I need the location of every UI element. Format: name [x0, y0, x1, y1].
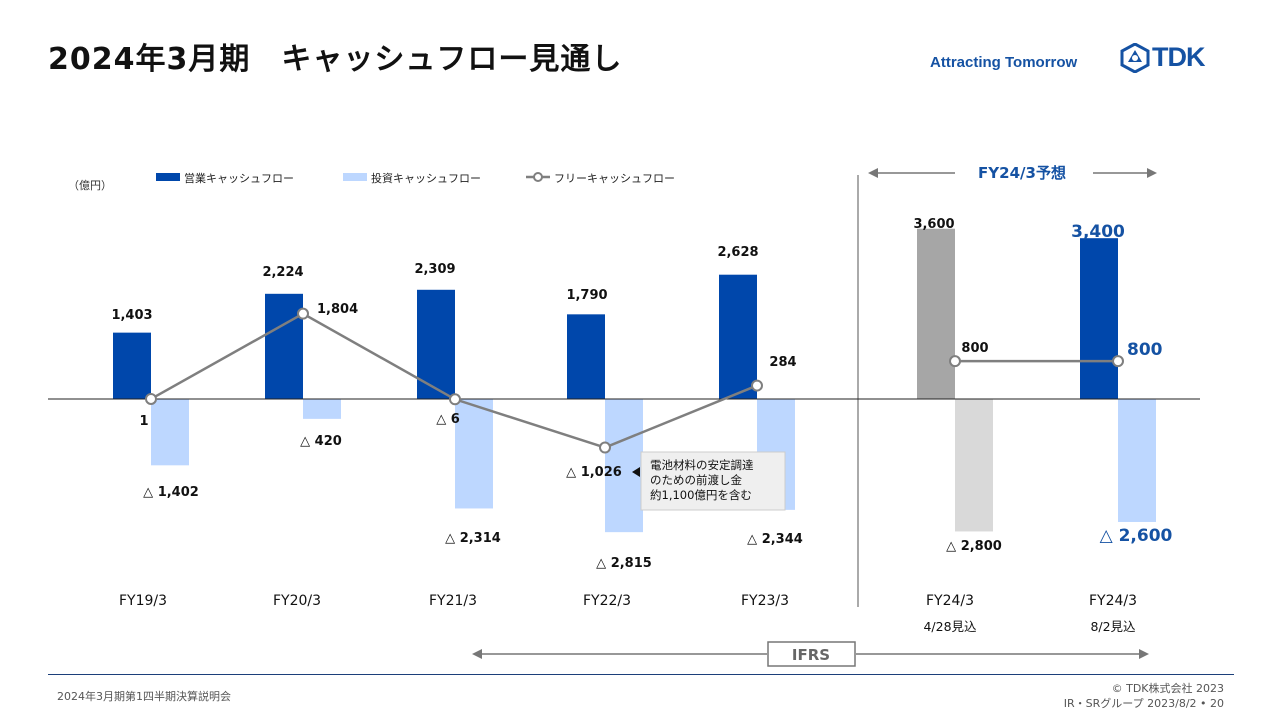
ifrs-label: IFRS: [792, 646, 830, 664]
annotation-text: のための前渡し金: [650, 473, 742, 487]
free-cf-label: 800: [1127, 340, 1163, 360]
page-title: 2024年3月期 キャッシュフロー見通し: [48, 42, 623, 77]
cash-flow-chart: （億円） 営業キャッシュフロー 投資キャッシュフロー フリーキャッシュフロー FY24/…: [48, 164, 1200, 667]
category-label: FY24/3: [926, 593, 974, 609]
tdk-emblem-icon: [1120, 42, 1150, 73]
legend-label: フリーキャッシュフロー: [554, 172, 675, 185]
operating-label: 1,790: [566, 288, 607, 303]
forecast-header: FY24/3予想: [978, 164, 1066, 182]
annotation-text: 電池材料の安定調達: [650, 458, 754, 472]
investing-label: △ 2,600: [1100, 526, 1173, 546]
category-label: FY21/3: [429, 593, 477, 609]
free-cf-point: [449, 393, 461, 406]
bar-operating: [113, 332, 151, 399]
bar-investing: [151, 399, 189, 466]
annotation-pointer: [632, 467, 640, 477]
operating-label: 2,309: [414, 262, 455, 277]
legend-label: 営業キャッシュフロー: [184, 171, 294, 185]
forecast-arrowhead-left: [868, 168, 878, 178]
free-cf-label: 800: [961, 341, 988, 356]
bar-operating: [417, 289, 455, 399]
operating-label: 3,400: [1071, 222, 1125, 242]
tagline: Attracting Tomorrow: [930, 54, 1078, 71]
bar-investing: [303, 399, 341, 419]
free-cf-point: [949, 355, 961, 368]
category-label: FY19/3: [119, 593, 167, 609]
footer-copyright: © TDK株式会社 2023: [1111, 682, 1224, 695]
category-label: FY24/3: [1089, 593, 1137, 609]
free-cf-label: 1: [139, 414, 148, 429]
bar-investing: [955, 399, 993, 532]
investing-label: △ 2,344: [747, 532, 803, 547]
annotation-text: 約1,100億円を含む: [650, 488, 752, 502]
bar-operating: [265, 293, 303, 399]
footer-divider: [48, 674, 1234, 675]
footer-event: 2024年3月期第1四半期決算説明会: [57, 690, 231, 703]
free-cf-label: △ 6: [436, 412, 460, 427]
legend-marker-free: [533, 172, 543, 182]
unit-label: （億円）: [68, 179, 112, 192]
bar-investing: [1118, 399, 1156, 522]
ifrs-arrowhead-right: [1139, 649, 1149, 659]
forecast-arrowhead-right: [1147, 168, 1157, 178]
category-sublabel: 8/2見込: [1090, 619, 1136, 634]
ifrs-arrowhead-left: [472, 649, 482, 659]
bar-operating: [1080, 238, 1118, 399]
investing-label: △ 2,314: [445, 531, 501, 546]
free-cf-point: [145, 392, 157, 405]
ifrs-box: [767, 641, 856, 667]
free-cf-label: 1,804: [317, 302, 358, 317]
tdk-logo: TDK: [1120, 42, 1205, 73]
investing-label: △ 1,402: [143, 485, 199, 500]
legend-label: 投資キャッシュフロー: [371, 171, 481, 185]
bar-operating: [719, 274, 757, 399]
category-label: FY22/3: [583, 593, 631, 609]
category-label: FY20/3: [273, 593, 321, 609]
free-cf-label: △ 1,026: [566, 465, 622, 480]
free-cf-point: [1112, 355, 1124, 368]
operating-label: 3,600: [913, 217, 954, 232]
operating-label: 2,224: [262, 265, 303, 280]
category-sublabel: 4/28見込: [923, 619, 977, 634]
footer-page-info: IR・SRグループ 2023/8/2 • 20: [1063, 697, 1224, 710]
legend-swatch-operating: [156, 173, 180, 181]
category-label: FY23/3: [741, 593, 789, 609]
legend-swatch-investing: [343, 173, 367, 181]
logo-text: TDK: [1152, 42, 1205, 72]
operating-label: 1,403: [111, 308, 152, 323]
operating-label: 2,628: [717, 245, 758, 260]
investing-label: △ 420: [300, 434, 342, 449]
bar-investing: [605, 399, 643, 533]
bar-investing: [455, 399, 493, 509]
free-cf-point: [297, 307, 309, 320]
footer-info: © TDK株式会社 2023 IR・SRグループ 2023/8/2 • 20: [1064, 681, 1224, 711]
free-cf-label: 284: [769, 355, 796, 370]
free-cf-point: [751, 379, 763, 392]
bar-operating: [917, 228, 955, 399]
free-cf-point: [599, 441, 611, 454]
bar-operating: [567, 314, 605, 399]
investing-label: △ 2,800: [946, 539, 1002, 554]
annotation-box: [640, 451, 786, 511]
investing-label: △ 2,815: [596, 556, 652, 571]
